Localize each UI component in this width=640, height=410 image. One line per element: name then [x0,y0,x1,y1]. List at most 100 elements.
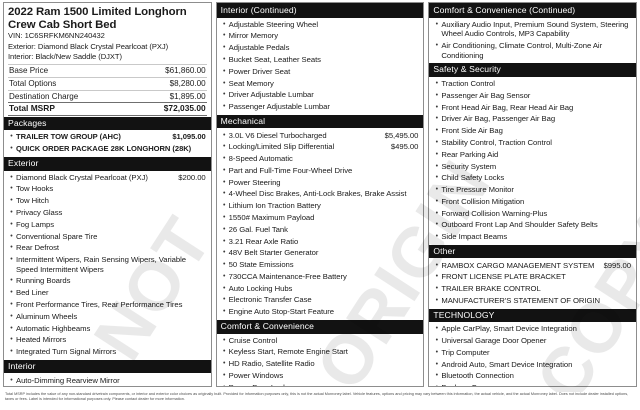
feature-item: •Power Door Locks [220,382,421,386]
feature-item: • Passenger Adjustable Lumbar [220,101,421,113]
bullet-icon: • [435,261,439,269]
feature-item: • Part and Full-Time Four-Wheel Drive [220,165,421,177]
bullet-icon: • [220,383,229,386]
feature-item: • TRAILER TOW GROUP (AHC) $1,095.00 [7,131,208,143]
feature-label: 8-Speed Automatic [228,154,293,164]
feature-label: Side Impact Beams [441,232,508,242]
feature-label: Auto-Dimming Rearview Mirror [16,375,120,385]
price-value: $72,035.00 [163,103,206,114]
feature-item: • Privacy Glass [7,207,208,219]
bullet-icon: • [435,325,439,333]
feature-item: • Side Impact Beams [432,231,633,243]
bullet-icon: • [222,190,226,198]
bullet-icon: • [222,166,226,174]
bullet-icon: • [435,150,439,158]
feature-item: • Power Windows [220,370,421,382]
bullet-icon: • [10,277,13,285]
feature-item: • HD Radio, Satellite Radio [220,358,421,370]
feature-item: • 1550# Maximum Payload [220,212,421,224]
feature-label: Power Door Locks [229,383,421,386]
feature-label: Privacy Glass [16,207,63,217]
feature-label: Driver Air Bag, Passenger Air Bag [441,114,556,124]
feature-item: • Outboard Front Lap And Shoulder Safety … [432,219,633,231]
feature-item: • Engine Auto Stop-Start Feature [220,306,421,318]
feature-label: Heated Mirrors [16,335,67,345]
bullet-icon: • [222,296,226,304]
bullet-icon: • [435,273,439,281]
bullet-icon: • [10,220,13,228]
bullet-icon: • [435,197,439,205]
bullet-icon: • [435,186,439,194]
section-header-interior-continued: Interior (Continued) [216,3,424,18]
section-header-technology: TECHNOLOGY [429,308,637,323]
section-header-exterior: Exterior [4,156,211,171]
section-list-safety-security: • Traction Control • Passenger Air Bag Sens… [429,77,636,245]
bullet-icon: • [435,285,439,293]
price-value: $8,280.00 [169,79,206,88]
bullet-icon: • [435,233,439,241]
price-label: Total Options [9,79,57,88]
section-header-comfort-convenience-continued: Comfort & Convenience (Continued) [429,3,637,18]
bullet-icon: • [435,296,439,304]
bullet-icon: • [435,162,439,170]
feature-item: • Tow Hitch [7,195,208,207]
section-list-other: • RAMBOX CARGO MANAGEMENT SYSTEM $995.00 • F… [429,258,636,308]
feature-label: 3.0L V6 Diesel Turbocharged [228,130,327,140]
feature-label: 4-Wheel Disc Brakes, Anti-Lock Brakes, B… [228,189,407,199]
feature-price: $5,495.00 [384,130,419,140]
column-right: Comfort & Convenience (Continued) • Auxil… [428,2,638,387]
bullet-icon: • [435,372,439,380]
column-middle: Interior (Continued) • Adjustable Steerin… [215,2,425,387]
feature-item: • Traction Control [432,78,633,90]
bullet-icon: • [222,225,226,233]
bullet-icon: • [222,79,226,87]
bullet-icon: • [435,209,439,217]
bullet-icon: • [10,145,13,153]
feature-price: $495.00 [390,142,419,152]
feature-label: Trip Computer [441,347,490,357]
feature-item: • RAMBOX CARGO MANAGEMENT SYSTEM $995.00 [432,259,633,271]
feature-item: • 26 Gal. Fuel Tank [220,224,421,236]
bullet-icon: • [10,208,13,216]
bullet-icon: • [435,360,439,368]
section-header-packages: Packages [4,116,211,131]
bullet-icon: • [435,115,439,123]
bullet-icon: • [435,348,439,356]
section-header-interior: Interior [4,359,211,374]
feature-item: • Intermittent Wipers, Rain Sensing Wiper… [7,254,208,275]
column-left: 2022 Ram 1500 Limited Longhorn Crew Cab … [3,2,212,387]
price-value: $61,860.00 [165,66,206,76]
feature-item: • Diamond Black Crystal Pearlcoat (PXJ) $2… [7,172,208,184]
feature-label: Running Boards [16,276,71,286]
feature-item: • Front Head Air Bag, Rear Head Air Bag [432,102,633,114]
bullet-icon: • [222,360,226,368]
feature-label: Engine Auto Stop-Start Feature [228,307,335,317]
bullet-icon: • [10,289,13,297]
vin-label: VIN: 1C6SRFKM6NN240432 [8,31,105,41]
section-header-safety-security: Safety & Security [429,63,637,77]
section-header-mechanical: Mechanical [216,114,424,129]
feature-label: 1550# Maximum Payload [228,213,315,222]
feature-label: Apple CarPlay, Smart Device Integration [441,324,577,334]
section-list-packages: • TRAILER TOW GROUP (AHC) $1,095.00 • QUICK … [4,130,211,157]
feature-item: • MANUFACTURER'S STATEMENT OF ORIGIN [432,295,633,307]
bullet-icon: • [10,185,13,193]
feature-label: RAMBOX CARGO MANAGEMENT SYSTEM [441,260,595,270]
feature-label: Front Head Air Bag, Rear Head Air Bag [441,102,574,112]
bullet-icon: • [10,133,13,141]
feature-item: • Rear Parking Aid [432,149,633,161]
price-label: Destination Charge [9,91,79,101]
bullet-icon: • [222,214,226,221]
feature-item: • Driver Air Bag, Passenger Air Bag [432,113,633,125]
feature-label: Conventional Spare Tire [16,231,98,241]
feature-label: Automatic Highbeams [16,323,91,333]
feature-label: Power Driver Seat [228,66,291,76]
feature-item: • TRAILER BRAKE CONTROL [432,283,633,295]
section-header-comfort-convenience: Comfort & Convenience [216,319,424,334]
price-summary-table: Base Price $61,860.00 Total Options $8,2… [8,64,207,116]
feature-item: • Bluetooth Connection [432,370,633,382]
feature-label: Cruise Control [228,335,278,345]
feature-label: Tow Hooks [16,184,54,194]
feature-label: Power Windows [228,370,284,380]
